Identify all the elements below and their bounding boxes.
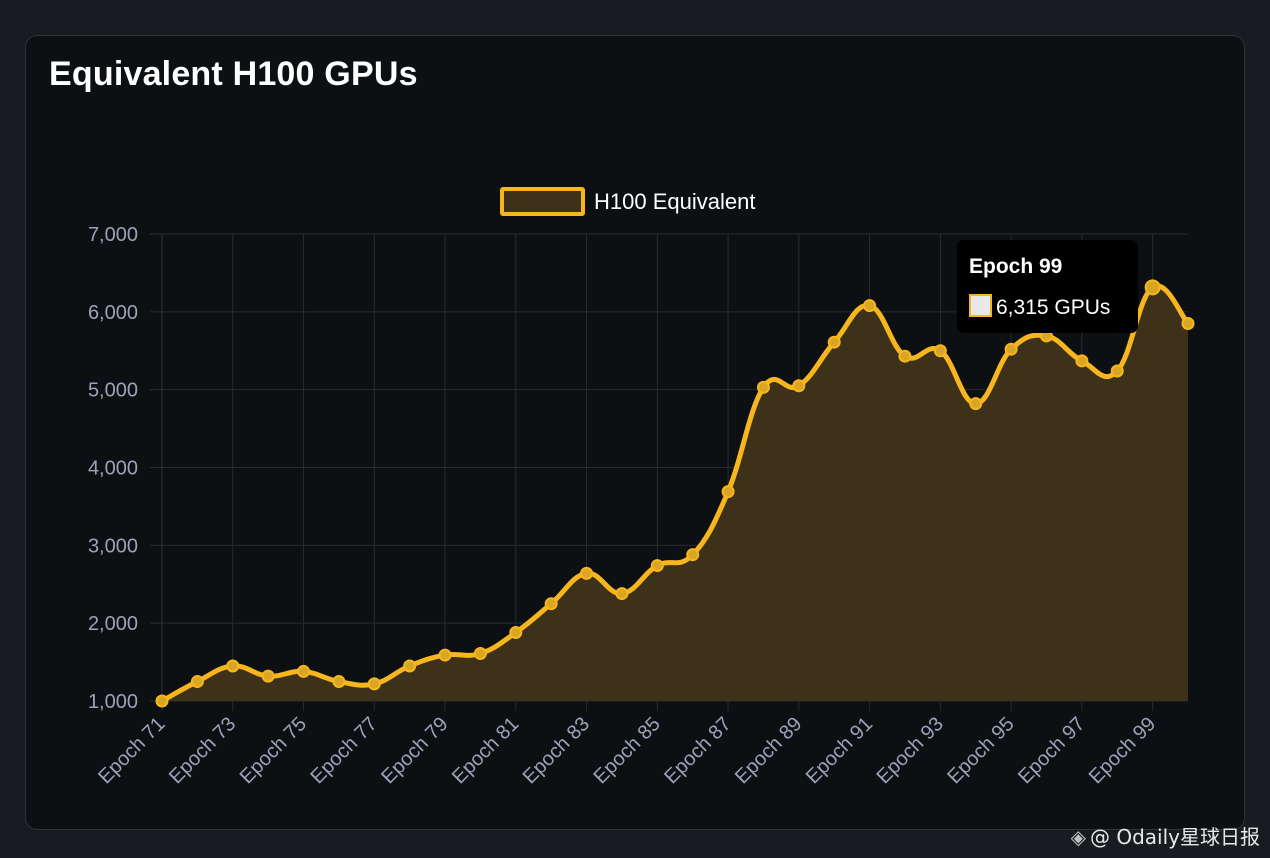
data-point[interactable]	[226, 659, 240, 673]
y-tick-label: 4,000	[88, 458, 138, 480]
data-point[interactable]	[756, 380, 770, 394]
watermark-text: @ Odaily星球日报	[1090, 825, 1260, 849]
tooltip-box	[957, 240, 1138, 333]
y-tick-label: 7,000	[88, 224, 138, 246]
data-point[interactable]	[367, 677, 381, 691]
x-tick-label: Epoch 75	[236, 713, 311, 788]
y-axis-ticks: 1,000 2,000 3,000 4,000 5,000 6,000 7,000	[88, 224, 138, 713]
data-point[interactable]	[1144, 279, 1161, 296]
y-tick-label: 6,000	[88, 302, 138, 324]
data-point[interactable]	[1181, 317, 1195, 331]
data-point[interactable]	[438, 648, 452, 662]
data-point[interactable]	[686, 548, 700, 562]
x-tick-label: Epoch 81	[448, 713, 523, 788]
data-point[interactable]	[933, 344, 947, 358]
data-point[interactable]	[650, 559, 664, 573]
data-point[interactable]	[509, 626, 523, 640]
x-tick-label: Epoch 87	[660, 713, 735, 788]
data-point[interactable]	[969, 397, 983, 411]
x-tick-label: Epoch 83	[519, 713, 594, 788]
data-point[interactable]	[155, 694, 169, 708]
diamond-logo-icon: ◈	[1070, 825, 1086, 849]
data-point[interactable]	[261, 669, 275, 683]
tooltip-title: Epoch 99	[969, 255, 1062, 278]
data-point[interactable]	[297, 664, 311, 678]
data-point[interactable]	[190, 675, 204, 689]
x-tick-label: Epoch 89	[731, 713, 806, 788]
x-tick-label: Epoch 77	[306, 713, 381, 788]
x-tick-label: Epoch 91	[802, 713, 877, 788]
data-point[interactable]	[721, 485, 735, 499]
data-point[interactable]	[403, 659, 417, 673]
data-point[interactable]	[827, 335, 841, 349]
data-point[interactable]	[1004, 342, 1018, 356]
y-tick-label: 1,000	[88, 691, 138, 713]
x-tick-label: Epoch 85	[590, 713, 665, 788]
x-tick-label: Epoch 95	[943, 713, 1018, 788]
y-tick-label: 5,000	[88, 380, 138, 402]
data-point[interactable]	[332, 675, 346, 689]
tooltip-value: 6,315 GPUs	[996, 296, 1110, 319]
data-point[interactable]	[792, 379, 806, 393]
area-fill	[162, 285, 1188, 701]
x-tick-label: Epoch 93	[873, 713, 948, 788]
legend-swatch	[500, 187, 585, 216]
y-tick-label: 2,000	[88, 613, 138, 635]
legend-label: H100 Equivalent	[594, 189, 755, 214]
data-point[interactable]	[1110, 364, 1124, 378]
data-point[interactable]	[1075, 354, 1089, 368]
data-point[interactable]	[580, 566, 594, 580]
watermark: ◈ @ Odaily星球日报	[1071, 821, 1260, 850]
x-tick-label: Epoch 73	[165, 713, 240, 788]
y-tick-label: 3,000	[88, 535, 138, 557]
data-point[interactable]	[544, 597, 558, 611]
x-tick-label: Epoch 97	[1014, 713, 1089, 788]
data-point[interactable]	[615, 587, 629, 601]
legend[interactable]: H100 Equivalent	[500, 187, 755, 216]
x-tick-label: Epoch 79	[377, 713, 452, 788]
data-points	[155, 279, 1195, 708]
data-point[interactable]	[473, 647, 487, 661]
data-point[interactable]	[898, 349, 912, 363]
x-tick-label: Epoch 71	[94, 713, 169, 788]
chart-title: Equivalent H100 GPUs	[49, 55, 418, 93]
tooltip-swatch	[969, 294, 992, 317]
data-point[interactable]	[863, 299, 877, 313]
x-tick-label: Epoch 99	[1085, 713, 1160, 788]
tooltip: Epoch 99 6,315 GPUs	[957, 240, 1138, 333]
